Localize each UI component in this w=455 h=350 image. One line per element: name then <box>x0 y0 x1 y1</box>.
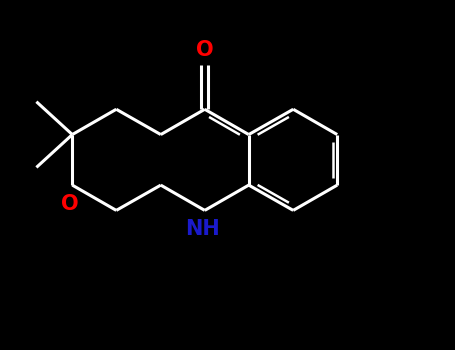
Text: NH: NH <box>185 219 220 239</box>
Text: O: O <box>196 40 213 60</box>
Text: O: O <box>61 194 79 214</box>
